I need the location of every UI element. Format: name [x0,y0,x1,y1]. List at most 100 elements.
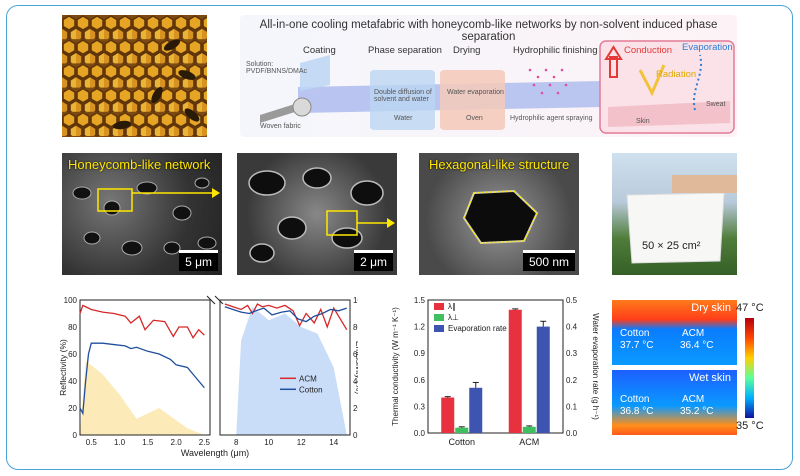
thermal-dry: Dry skin Cotton 37.7 °C ACM 36.4 °C [612,300,737,365]
legend-label-1: λ⊥ [448,313,459,322]
series-acm-emissivity [224,303,348,331]
y-tick-left: 0.3 [414,402,426,411]
atmospheric-window-fill [236,306,347,435]
x-tick-right: 10 [264,438,273,447]
left-plot-frame [79,299,211,436]
y-tick-right: 0.0 [566,429,578,438]
thermal-wet-acm-name: ACM [682,394,705,405]
y-tick-left: 0.6 [414,376,426,385]
skin-label: Skin [636,118,650,125]
y-tick-left: 0.0 [414,429,426,438]
process-schematic: All-in-one cooling metafabric with honey… [240,15,737,137]
honeycomb-illustration [62,15,207,137]
thermal-wet: Wet skin Cotton 36.8 °C ACM 35.2 °C [612,370,737,435]
y-tick-right: 0.4 [566,323,578,332]
bar-cotton-1 [455,427,469,433]
y-tick-right: 0.1 [566,402,578,411]
bar-plot-frame [427,299,564,434]
y-tick-right: 0.5 [566,296,578,305]
fabric-sheet [626,175,737,264]
honeycomb-network-label: Honeycomb-like network [68,157,211,172]
series-acm-reflectivity [79,304,205,340]
colorbar [745,318,754,418]
y-tick-left: 40 [68,377,77,386]
woven-fabric-label: Woven fabric [260,123,301,130]
y-tick-right: 0.3 [566,349,578,358]
y-tick-left: 60 [68,350,77,359]
x-tick-left: 1.0 [114,438,126,447]
bar-chart: 0.0 0.3 0.6 0.9 1.2 1.5 0.0 0.1 0.2 0.3 0.4 0.5 Ther… [391,296,600,447]
x-tick-left: 2.5 [199,438,211,447]
thermal-wet-cotton-temp: 36.8 °C [620,406,654,417]
y-axis-label-left: Reflectivity (%) [58,339,68,396]
bar-acm-1 [522,426,536,433]
x-tick-left: 2.0 [171,438,183,447]
water-label: Water [394,115,413,122]
figure-border [6,5,793,470]
solution-label: Solution: PVDF/BNNS/DMAc [246,61,308,75]
x-tick-right: 14 [329,438,338,447]
bar-cotton-2 [469,387,483,433]
thermal-dry-cotton-temp: 37.7 °C [620,340,654,351]
schematic-title: All-in-one cooling metafabric with honey… [259,19,718,43]
thermal-dry-cotton-name: Cotton [620,328,650,339]
sem-texture-3 [462,189,539,245]
colorbar-min: 35 °C [736,420,764,432]
y-tick-left: 0 [73,431,78,440]
x-tick-left: 0.5 [86,438,98,447]
thermal-wet-acm-temp: 35.2 °C [680,406,714,417]
axis-break-top-1 [206,295,216,305]
oven-label: Oven [466,115,483,122]
y-tick-right: 0.2 [566,376,578,385]
y-tick-left: 20 [68,404,77,413]
hexagonal-structure-label: Hexagonal-like structure [429,157,570,172]
sweat-label: Sweat [706,101,726,108]
solar-spectrum-fill [80,360,205,435]
thermal-wet-title: Wet skin [689,372,731,384]
step-drying: Drying [453,45,481,56]
x-tick-right: 12 [297,438,306,447]
step-hydrophilic-finishing: Hydrophilic finishing [513,45,598,56]
series-cotton-reflectivity [79,342,205,416]
bar-cotton-0 [441,397,455,433]
spraying-label: Hydrophilic agent spraying [510,115,593,122]
x-tick-left: 1.5 [142,438,154,447]
y-tick-left: 0.9 [414,349,426,358]
thermal-dry-acm-temp: 36.4 °C [680,340,714,351]
scale-bar-5um: 5 μm [179,250,218,271]
legend-swatch-2 [434,325,444,332]
sem-image-2: 2 μm [237,153,397,275]
spectral-chart: 0 0 20 20 40 40 60 60 80 80 100 100 0.5 1.0 1.5 2.0 2.5 8… [58,295,358,458]
bar-acm-2 [536,326,550,433]
y-axis-label-right: Emissivity (%) [354,341,358,395]
right-plot-frame [219,299,351,436]
y-axis-label-left: Thermal conductivity (W m⁻¹ K⁻¹) [391,307,400,426]
legend-label-2: Evaporation rate [448,324,507,333]
schematic-drawing [260,40,735,134]
sem-image-3: Hexagonal-like structure 500 nm [419,153,579,275]
radiation-label: Radiation [656,69,697,80]
axis-break-top-2 [214,295,224,305]
y-tick-left: 1.5 [414,296,426,305]
y-tick-right: 100 [353,296,358,305]
scale-bar-500nm: 500 nm [522,250,575,271]
conduction-label: Conduction [624,45,673,56]
series-cotton-emissivity [224,306,347,323]
y-tick-right: 80 [353,323,358,332]
thermal-wet-cotton-name: Cotton [620,394,650,405]
step-coating: Coating [303,45,336,56]
x-axis-label: Wavelength (μm) [181,448,249,458]
y-tick-right: 0 [353,431,358,440]
legend-label-0: λ∥ [448,302,456,311]
step-phase-separation: Phase separation [368,45,442,56]
fabric-photo: 50 × 25 cm² [612,153,737,275]
colorbar-max: 47 °C [736,302,764,314]
y-tick-left: 100 [64,296,78,305]
category-label: Cotton [448,437,475,447]
y-tick-left: 80 [68,323,77,332]
sem-texture-2 [248,167,395,263]
legend-swatch-0 [434,303,444,310]
thermal-dry-acm-name: ACM [682,328,705,339]
category-label: ACM [519,437,539,447]
scale-bar-2um: 2 μm [354,250,393,271]
